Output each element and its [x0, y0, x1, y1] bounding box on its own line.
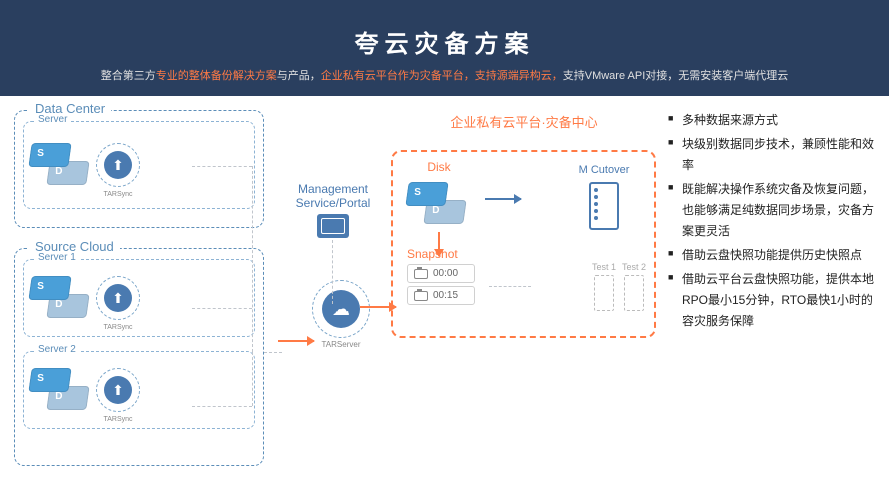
- sc-server1: Server 1 S D ⬆ TARSync: [23, 259, 255, 337]
- tarsync-icon: ⬆ TARSync: [96, 368, 140, 412]
- disk-section: Disk S D: [407, 160, 471, 258]
- tarsync-icon: ⬆ TARSync: [96, 276, 140, 320]
- left-column: Data Center Server S D ⬆ TARSync Source …: [14, 110, 264, 466]
- snapshot-section: Snapshot 00:00 00:15: [407, 247, 475, 308]
- connector: [252, 352, 253, 406]
- sc-server2: Server 2 S D ⬆ TARSync: [23, 351, 255, 429]
- cloud-platform-box: Disk S D M Cutover Snapshot 00:00 00:15: [391, 150, 656, 338]
- connector: [192, 166, 252, 167]
- disk-icons: S D: [30, 272, 90, 324]
- header: 夸云灾备方案 整合第三方专业的整体备份解决方案与产品，企业私有云平台作为灾备平台…: [0, 0, 889, 96]
- data-center-group: Data Center Server S D ⬆ TARSync: [14, 110, 264, 228]
- cutover-section: M Cutover: [568, 164, 640, 230]
- snapshot-row: 00:15: [407, 286, 475, 305]
- arrow-icon: [485, 198, 521, 200]
- source-cloud-group: Source Cloud Server 1 S D ⬆ TARSync Serv…: [14, 248, 264, 466]
- arrow-icon: [360, 306, 396, 308]
- bullet-item: 多种数据来源方式: [668, 110, 874, 131]
- connector: [192, 308, 252, 309]
- bullet-item: 既能解决操作系统灾备及恢复问题，也能够满足纯数据同步场景，灾备方案更灵活: [668, 179, 874, 242]
- test-rack-icon: [594, 275, 614, 311]
- bullets-column: 多种数据来源方式 块级别数据同步技术，兼顾性能和效率 既能解决操作系统灾备及恢复…: [664, 110, 874, 466]
- arrow-icon: [278, 340, 314, 342]
- dc-server-label: Server: [34, 114, 71, 125]
- disk-icons: S D: [30, 364, 90, 416]
- disk-icons: S D: [30, 139, 90, 191]
- camera-icon: [414, 269, 428, 279]
- bullet-item: 块级别数据同步技术，兼顾性能和效率: [668, 134, 874, 176]
- tarsync-icon: ⬆ TARSync: [96, 143, 140, 187]
- cloud-title: 企业私有云平台·灾备中心: [394, 112, 654, 131]
- test2-column: Test 2: [622, 262, 646, 311]
- connector: [192, 406, 252, 407]
- test1-column: Test 1: [592, 262, 616, 311]
- mgmt-icon: [317, 214, 349, 238]
- sc-server2-label: Server 2: [34, 344, 80, 355]
- mgmt-portal: Management Service/Portal: [278, 182, 388, 242]
- content: Data Center Server S D ⬆ TARSync Source …: [0, 96, 889, 466]
- connector: [332, 240, 333, 304]
- connector: [264, 352, 282, 353]
- camera-icon: [414, 291, 428, 301]
- connector: [489, 286, 531, 287]
- test-rack-icon: [624, 275, 644, 311]
- middle-column: ☁ TARServer Management Service/Portal 企业…: [264, 110, 664, 466]
- server-rack-icon: [589, 182, 619, 230]
- snapshot-row: 00:00: [407, 264, 475, 283]
- subtitle: 整合第三方专业的整体备份解决方案与产品，企业私有云平台作为灾备平台，支持源端异构…: [0, 67, 889, 83]
- test-section: Test 1 Test 2: [592, 262, 646, 311]
- bullet-item: 借助云盘快照功能提供历史快照点: [668, 245, 874, 266]
- bullet-item: 借助云平台云盘快照功能，提供本地RPO最小15分钟，RTO最快1小时的容灾服务保…: [668, 269, 874, 332]
- sc-server1-label: Server 1: [34, 252, 80, 263]
- tarserver-node: ☁ TARServer: [284, 280, 370, 338]
- feature-bullets: 多种数据来源方式 块级别数据同步技术，兼顾性能和效率 既能解决操作系统灾备及恢复…: [668, 110, 874, 332]
- dc-server: Server S D ⬆ TARSync: [23, 121, 255, 209]
- main-title: 夸云灾备方案: [0, 24, 889, 59]
- connector: [252, 166, 253, 352]
